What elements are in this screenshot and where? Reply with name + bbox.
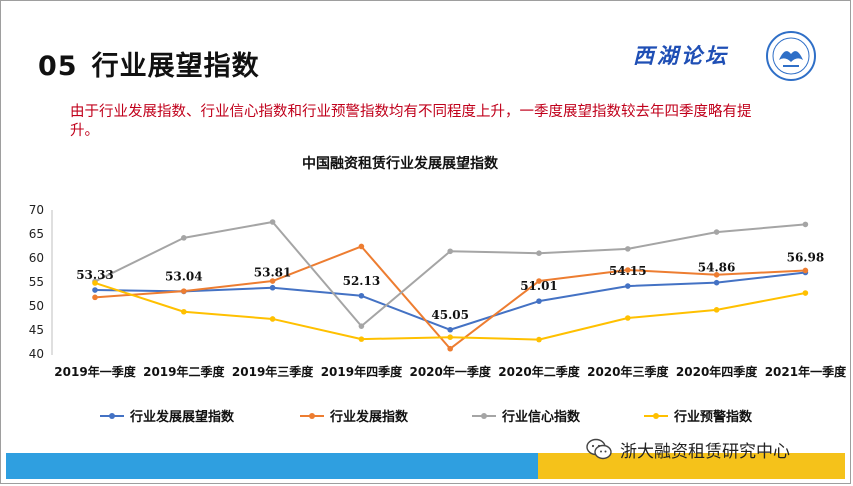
data-point	[802, 221, 809, 228]
data-point	[625, 315, 631, 321]
legend-item: 行业发展展望指数	[100, 409, 235, 425]
legend-item: 行业信心指数	[472, 409, 581, 425]
emblem-icon	[766, 31, 816, 81]
data-point	[447, 248, 454, 255]
data-label: 52.13	[343, 274, 381, 288]
data-point	[358, 336, 365, 342]
data-label: 45.05	[431, 308, 469, 322]
slide-number: 05	[38, 51, 78, 82]
y-tick-label: 60	[29, 251, 44, 265]
x-tick-label: 2019年二季度	[143, 364, 225, 379]
legend-label: 行业信心指数	[501, 409, 581, 425]
data-point	[713, 229, 720, 235]
x-tick-label: 2020年三季度	[587, 364, 669, 379]
y-tick-label: 45	[29, 323, 44, 337]
x-tick-label: 2020年一季度	[409, 364, 491, 379]
data-point	[92, 287, 98, 293]
x-tick-label: 2021年一季度	[765, 364, 847, 379]
y-tick-label: 65	[29, 227, 44, 241]
x-tick-label: 2020年二季度	[498, 364, 580, 379]
footer-bar-yellow	[538, 453, 845, 479]
data-label: 51.01	[520, 279, 558, 293]
data-point	[358, 323, 365, 329]
chart-title: 中国融资租赁行业发展展望指数	[302, 155, 499, 172]
y-tick-label: 55	[29, 275, 44, 289]
data-point	[269, 284, 276, 291]
slide-heading: 05 行业展望指数	[38, 44, 260, 84]
data-point	[625, 267, 631, 273]
data-point	[625, 283, 631, 289]
forum-logo-text: 西湖论坛	[633, 43, 729, 68]
data-point	[713, 279, 720, 286]
data-point	[536, 278, 542, 284]
data-point	[269, 278, 276, 284]
y-tick-label: 70	[29, 203, 44, 217]
y-tick-label: 50	[29, 299, 44, 313]
x-tick-label: 2019年一季度	[54, 364, 136, 379]
data-label: 54.15	[609, 264, 647, 278]
x-tick-label: 2020年四季度	[676, 364, 758, 379]
data-label: 53.81	[254, 266, 292, 280]
data-label: 56.98	[787, 250, 825, 264]
legend-swatch-marker	[481, 413, 487, 419]
data-point	[802, 267, 809, 274]
y-tick-label: 40	[29, 347, 44, 361]
summary-text: 由于行业发展指数、行业信心指数和行业预警指数均有不同程度上升，一季度展望指数较去…	[70, 104, 752, 139]
data-point	[358, 292, 365, 299]
legend-label: 行业发展指数	[329, 409, 409, 425]
legend-label: 行业预警指数	[673, 409, 753, 425]
data-label: 53.33	[76, 268, 114, 282]
data-point	[802, 290, 809, 296]
slide-title: 行业展望指数	[91, 51, 260, 82]
data-point	[181, 235, 187, 241]
data-point	[713, 307, 720, 313]
data-point	[447, 334, 454, 340]
legend-item: 行业发展指数	[300, 409, 409, 425]
data-point	[625, 246, 631, 252]
data-point	[269, 219, 276, 225]
data-point	[536, 250, 542, 256]
data-point	[92, 280, 98, 286]
footer-bar-blue	[6, 453, 538, 479]
data-point	[181, 308, 187, 315]
data-point	[92, 294, 98, 301]
legend-item: 行业预警指数	[644, 409, 753, 425]
data-point	[447, 326, 454, 333]
data-label: 53.04	[165, 269, 203, 283]
line-chart: 中国融资租赁行业发展展望指数 40 45 50 55 60 65 70 2019年一季度 20…	[29, 155, 847, 425]
x-tick-label: 2019年四季度	[321, 364, 403, 379]
data-label: 54.86	[698, 261, 736, 275]
data-point	[269, 316, 276, 322]
legend-swatch-marker	[109, 413, 115, 419]
data-point	[536, 298, 542, 304]
data-point	[447, 345, 454, 352]
legend-swatch-marker	[653, 413, 659, 419]
legend-label: 行业发展展望指数	[129, 409, 235, 425]
wechat-icon	[586, 438, 612, 460]
data-point	[536, 336, 542, 343]
data-point	[358, 243, 365, 250]
data-point	[713, 272, 720, 278]
wechat-account: 浙大融资租赁研究中心	[586, 436, 790, 462]
legend-swatch-marker	[309, 413, 315, 419]
data-point	[181, 288, 187, 294]
footer-text: 浙大融资租赁研究中心	[620, 441, 790, 462]
x-tick-label: 2019年三季度	[232, 364, 314, 379]
